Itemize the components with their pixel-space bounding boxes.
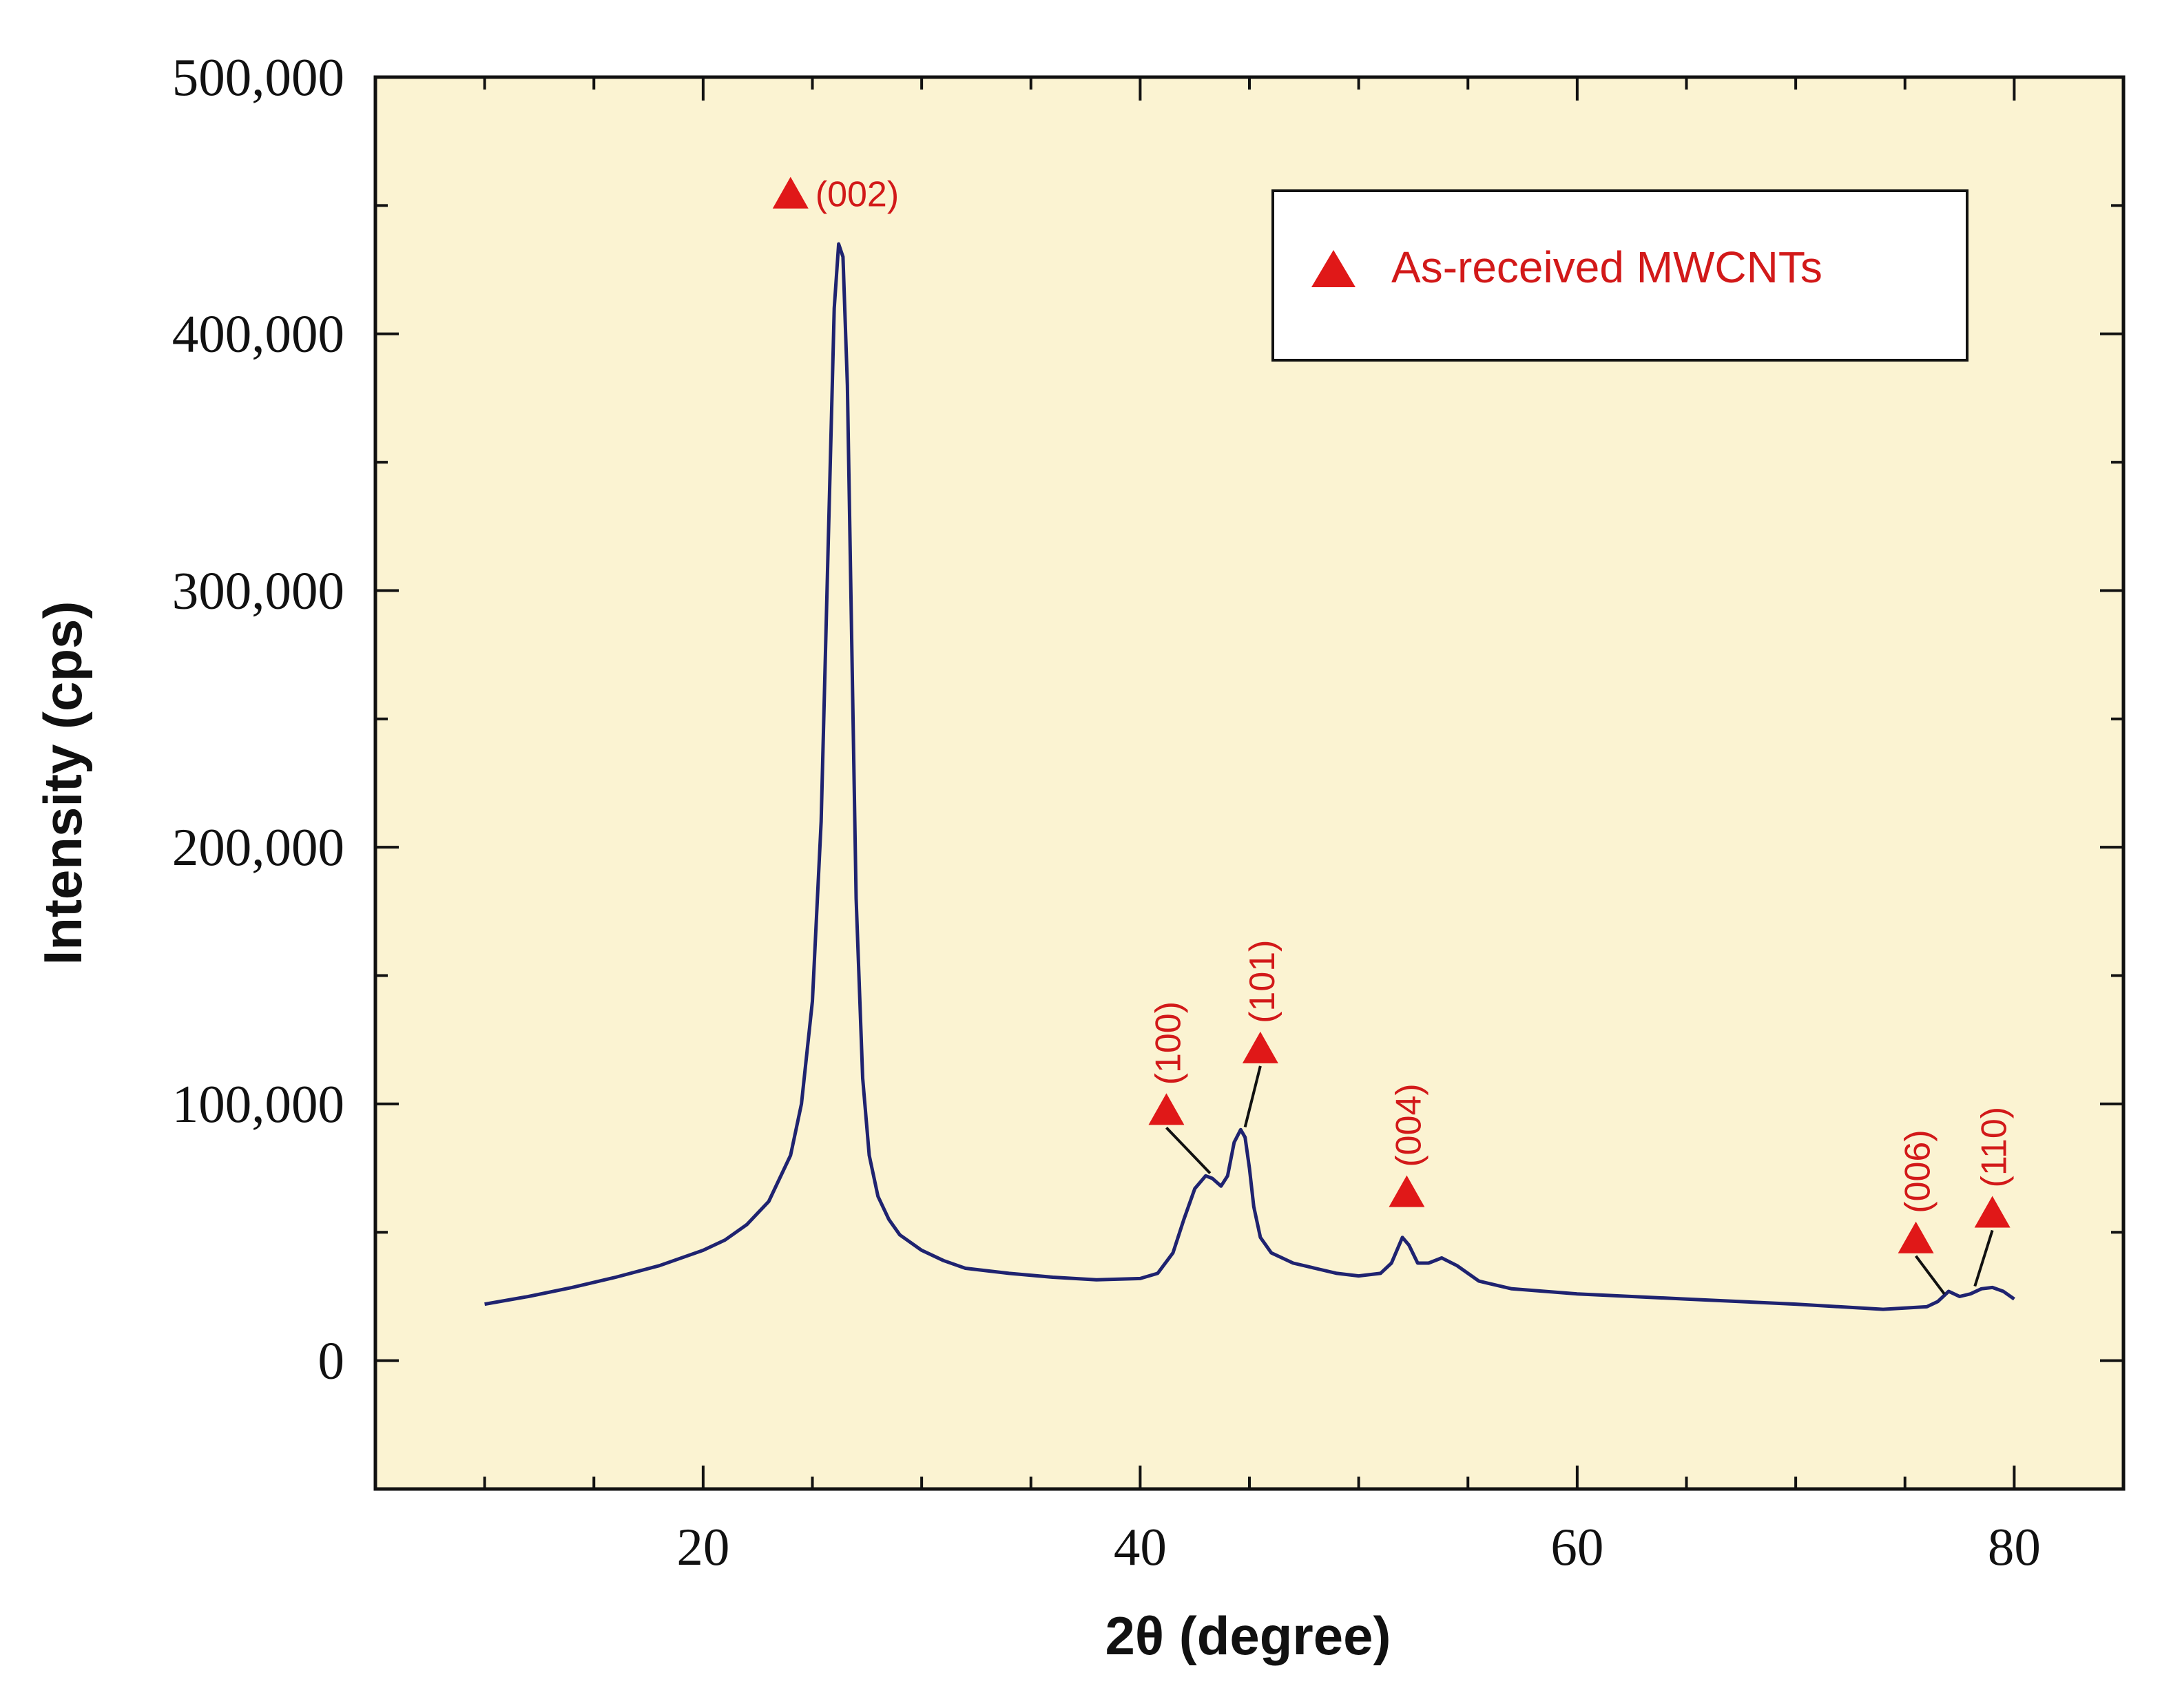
peak-label: (100) xyxy=(1148,1001,1188,1085)
peak-marker-triangle-icon xyxy=(1148,1093,1185,1125)
axis-ticks xyxy=(375,76,2123,1489)
peak-marker-triangle-icon xyxy=(1898,1221,1934,1253)
peak-marker-triangle-icon xyxy=(1974,1196,2011,1228)
y-tick-label: 200,000 xyxy=(172,817,344,877)
x-tick-label: 40 xyxy=(1114,1517,1167,1576)
y-tick-label: 100,000 xyxy=(172,1074,344,1134)
y-tick-label: 500,000 xyxy=(172,48,344,107)
peak-label: (006) xyxy=(1898,1129,1938,1213)
x-tick-labels: 20 40 60 80 xyxy=(676,1517,2041,1576)
peak-leader-line xyxy=(1165,1126,1212,1174)
y-axis-title: Intensity (cps) xyxy=(32,601,93,966)
peak-label: (110) xyxy=(1975,1107,2015,1188)
peak-label: (004) xyxy=(1389,1083,1429,1167)
peak-markers: (002) (100) (101) (004) (006) (110) xyxy=(772,175,2015,1295)
y-tick-labels: 0 100,000 200,000 300,000 400,000 500,000 xyxy=(172,48,344,1391)
peak-marker-triangle-icon xyxy=(772,176,809,209)
peak-label: (002) xyxy=(816,175,899,215)
peak-leader-line xyxy=(1973,1229,1994,1287)
y-tick-label: 0 xyxy=(318,1331,345,1391)
legend: As-received MWCNTs xyxy=(1271,189,1969,362)
peak-leader-line xyxy=(1243,1065,1262,1127)
legend-box xyxy=(1271,189,1969,362)
peak-label: (101) xyxy=(1243,940,1282,1023)
y-tick-label: 300,000 xyxy=(172,561,344,620)
x-tick-label: 20 xyxy=(676,1517,729,1576)
x-tick-label: 80 xyxy=(1988,1517,2041,1576)
peak-leader-line xyxy=(1915,1255,1946,1295)
legend-marker-triangle-icon xyxy=(1311,250,1355,287)
y-tick-label: 400,000 xyxy=(172,304,344,364)
x-tick-label: 60 xyxy=(1550,1517,1603,1576)
series-line-mwcnts xyxy=(484,242,2015,1311)
peak-marker-triangle-icon xyxy=(1242,1031,1278,1063)
x-axis-title: 2θ (degree) xyxy=(1105,1605,1391,1666)
peak-marker-triangle-icon xyxy=(1389,1175,1425,1207)
legend-label: As-received MWCNTs xyxy=(1391,242,1822,292)
